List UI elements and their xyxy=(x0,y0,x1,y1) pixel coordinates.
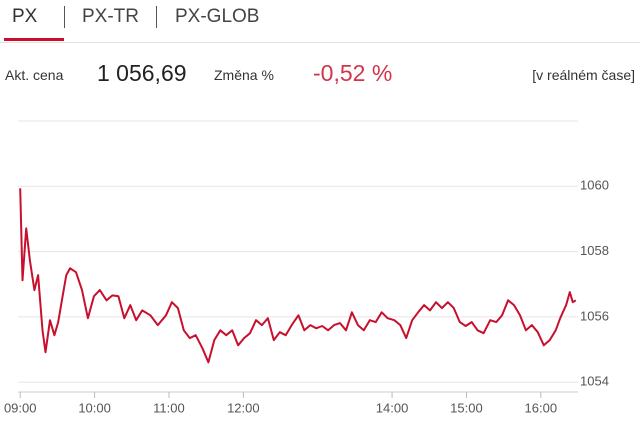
y-tick-label: 1058 xyxy=(580,243,609,258)
y-tick-label: 1056 xyxy=(580,308,609,323)
change-label: Změna % xyxy=(214,67,274,83)
x-tick-label: 15:00 xyxy=(450,400,483,415)
separator xyxy=(64,6,65,28)
x-tick-label: 16:00 xyxy=(525,400,558,415)
tab[interactable]: PX-GLOB xyxy=(175,6,260,27)
x-tick-label: 12:00 xyxy=(227,400,260,415)
tab[interactable]: PX-TR xyxy=(82,6,139,27)
y-tick-label: 1054 xyxy=(580,374,609,389)
active-underline xyxy=(4,38,64,41)
x-tick-label: 14:00 xyxy=(376,400,409,415)
price-line xyxy=(19,188,577,364)
tab-bar: PX PX-TR PX-GLOB xyxy=(0,0,640,43)
y-tick-label: 1060 xyxy=(580,178,609,193)
change: -0,52 % xyxy=(313,60,393,86)
separator xyxy=(156,6,157,28)
x-tick-label: 10:00 xyxy=(78,400,111,415)
price-label: Akt. cena xyxy=(5,67,64,83)
status: [v reálném čase] xyxy=(532,67,635,83)
x-tick-label: 09:00 xyxy=(4,400,37,415)
tab[interactable]: PX xyxy=(12,6,38,27)
price: 1 056,69 xyxy=(97,60,187,86)
x-tick-label: 11:00 xyxy=(153,400,185,415)
